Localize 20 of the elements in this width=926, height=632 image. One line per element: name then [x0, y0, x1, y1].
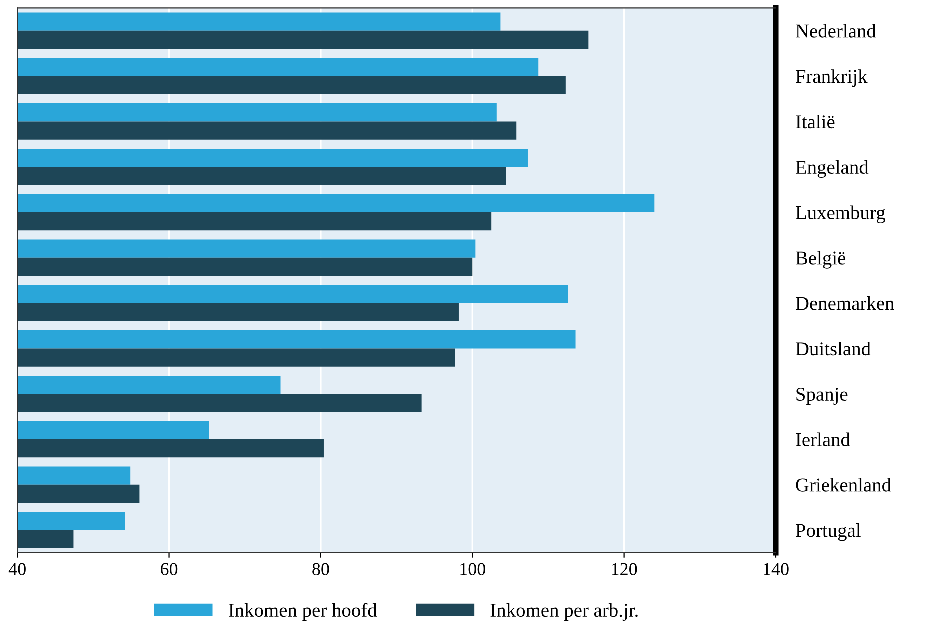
y-tick-label: Ierland	[796, 432, 850, 446]
y-tick-label: Italië	[796, 114, 835, 129]
y-tick-label: Luxemburg	[796, 206, 886, 224]
x-tick-label: 80	[312, 563, 330, 576]
legend-label: Inkomen per arb.jr.	[490, 603, 638, 622]
y-tick-label: Duitsland	[796, 342, 871, 356]
x-tick-label: 120	[612, 563, 638, 576]
y-tick-label: Portugal	[796, 524, 861, 542]
x-tick-label: 100	[460, 563, 486, 576]
y-tick-label: Nederland	[796, 24, 876, 38]
x-tick-label: 140	[764, 563, 789, 576]
legend-label: Inkomen per hoofd	[229, 603, 378, 622]
y-tick-label: Frankrijk	[796, 70, 868, 88]
y-tick-label: België	[796, 251, 846, 269]
y-tick-label: Spanje	[796, 388, 848, 405]
y-tick-label: Engeland	[796, 160, 869, 178]
y-tick-label: Denemarken	[796, 296, 894, 310]
y-tick-label: Griekenland	[796, 478, 892, 492]
x-tick-label: 40	[8, 563, 26, 576]
x-tick-label: 60	[161, 563, 178, 576]
